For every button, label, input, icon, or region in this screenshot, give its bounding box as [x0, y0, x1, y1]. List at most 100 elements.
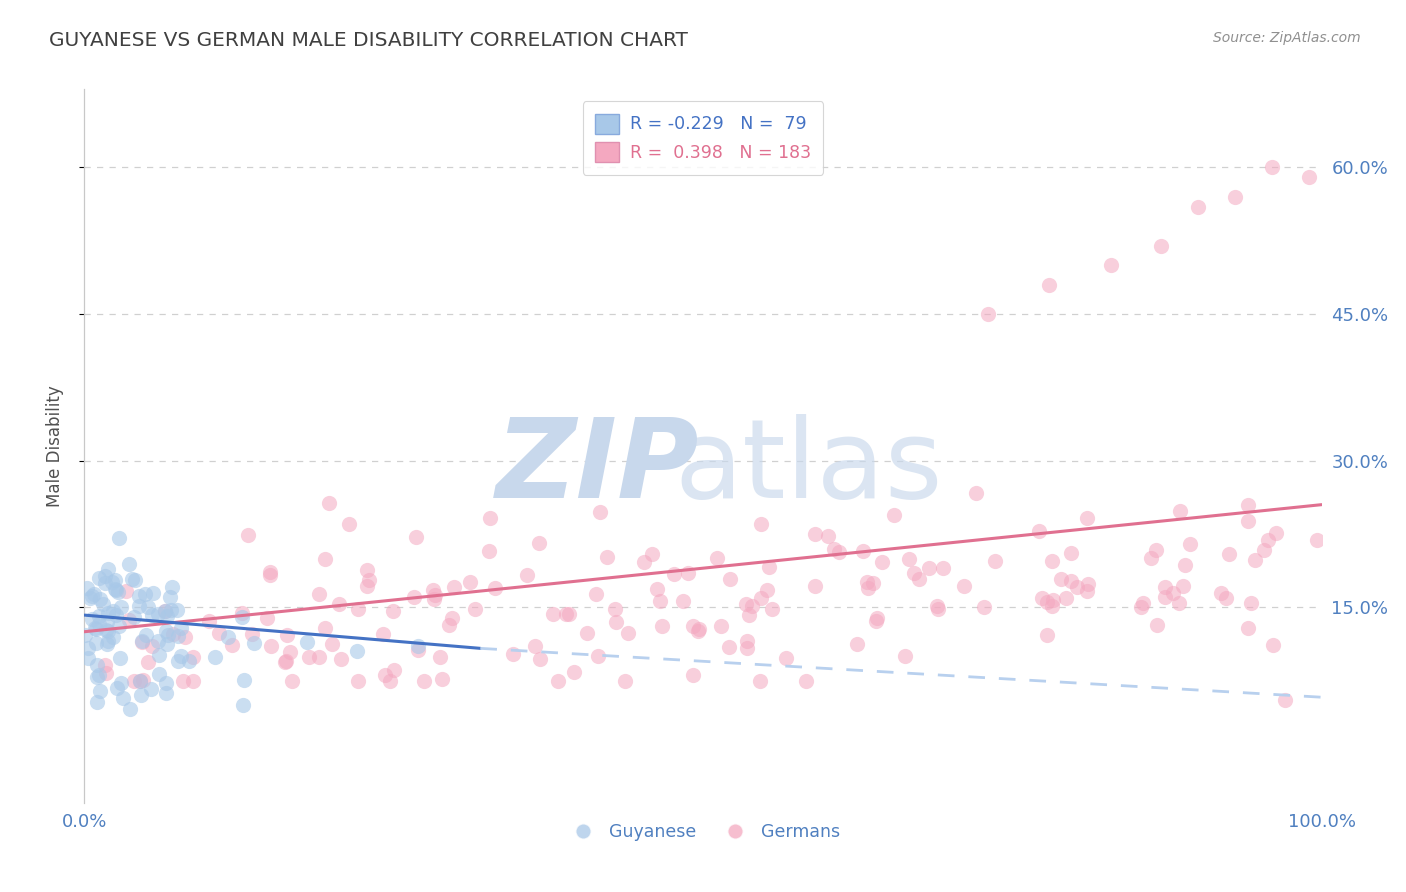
Point — [894, 649, 917, 664]
Point — [374, 667, 396, 681]
Point — [232, 673, 254, 687]
Point — [1261, 161, 1284, 175]
Point — [243, 636, 266, 650]
Point — [174, 630, 197, 644]
Point — [105, 681, 128, 696]
Point — [359, 573, 381, 587]
Point — [177, 654, 200, 668]
Point — [524, 640, 547, 654]
Text: ZIP: ZIP — [496, 414, 700, 521]
Point — [89, 684, 111, 698]
Point — [155, 676, 177, 690]
Point — [443, 580, 465, 594]
Point — [236, 528, 259, 542]
Point — [529, 652, 551, 666]
Point — [927, 602, 949, 616]
Point — [1060, 546, 1083, 560]
Point — [710, 619, 733, 633]
Point — [208, 625, 231, 640]
Point — [89, 592, 111, 607]
Point — [796, 673, 818, 688]
Point — [817, 528, 839, 542]
Point — [131, 635, 153, 649]
Point — [131, 634, 153, 648]
Point — [221, 638, 243, 652]
Point — [101, 603, 124, 617]
Point — [1036, 595, 1059, 609]
Point — [181, 673, 204, 688]
Point — [718, 573, 741, 587]
Point — [422, 583, 444, 598]
Point — [156, 627, 179, 641]
Point — [89, 609, 111, 624]
Point — [405, 530, 427, 544]
Point — [1150, 238, 1173, 252]
Point — [686, 624, 709, 638]
Point — [135, 628, 157, 642]
Point — [80, 590, 103, 604]
Point — [321, 637, 343, 651]
Point — [231, 610, 253, 624]
Point — [1042, 593, 1064, 607]
Point — [596, 550, 619, 565]
Point — [77, 651, 100, 665]
Point — [89, 571, 111, 585]
Legend: Guyanese, Germans: Guyanese, Germans — [560, 816, 846, 847]
Point — [1174, 558, 1197, 573]
Point — [101, 630, 124, 644]
Point — [605, 615, 627, 629]
Point — [651, 619, 673, 633]
Point — [984, 554, 1007, 568]
Point — [458, 575, 481, 590]
Point — [856, 575, 879, 590]
Point — [412, 673, 434, 688]
Point — [136, 655, 159, 669]
Point — [97, 624, 120, 638]
Point — [1040, 599, 1063, 613]
Point — [148, 648, 170, 662]
Point — [84, 621, 107, 635]
Point — [1076, 583, 1098, 598]
Point — [298, 649, 321, 664]
Point — [554, 607, 576, 622]
Point — [429, 649, 451, 664]
Point — [823, 542, 845, 557]
Point — [153, 604, 176, 618]
Point — [318, 496, 340, 510]
Point — [278, 644, 301, 658]
Point — [382, 663, 405, 677]
Point — [706, 550, 728, 565]
Point — [131, 673, 153, 687]
Point — [328, 597, 350, 611]
Point — [159, 603, 181, 617]
Point — [155, 624, 177, 638]
Point — [903, 566, 925, 580]
Point — [1038, 277, 1060, 292]
Point — [845, 637, 868, 651]
Text: GUYANESE VS GERMAN MALE DISABILITY CORRELATION CHART: GUYANESE VS GERMAN MALE DISABILITY CORRE… — [49, 31, 688, 50]
Point — [558, 607, 581, 622]
Point — [1215, 591, 1237, 605]
Point — [97, 562, 120, 576]
Point — [1171, 579, 1194, 593]
Point — [159, 590, 181, 604]
Point — [124, 573, 146, 587]
Point — [167, 654, 190, 668]
Point — [108, 618, 131, 632]
Point — [276, 654, 298, 668]
Point — [259, 565, 281, 579]
Point — [1076, 511, 1098, 525]
Point — [93, 658, 115, 673]
Point — [94, 575, 117, 590]
Point — [804, 579, 827, 593]
Point — [97, 607, 120, 621]
Point — [1298, 170, 1320, 185]
Point — [346, 644, 368, 658]
Point — [1040, 554, 1063, 568]
Point — [527, 536, 550, 550]
Point — [128, 589, 150, 603]
Point — [1144, 543, 1167, 558]
Point — [586, 649, 609, 664]
Point — [314, 621, 336, 635]
Point — [478, 544, 501, 558]
